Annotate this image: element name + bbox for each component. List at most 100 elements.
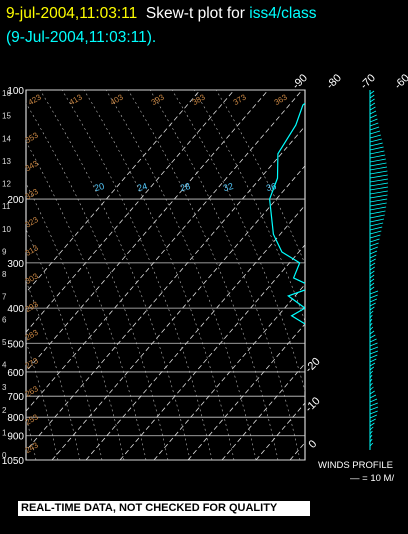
wind-barb <box>369 138 382 143</box>
wind-barb <box>369 126 380 131</box>
potential-temperature-label: 363 <box>273 92 290 107</box>
wind-barb <box>369 162 387 167</box>
dry-adiabat-line <box>39 90 191 460</box>
height-tick-label: 3 <box>2 383 7 392</box>
height-tick-label: 15 <box>2 112 11 121</box>
mixing-ratio-label: 32 <box>222 181 234 193</box>
temperature-tick-top: -70 <box>358 72 378 92</box>
wind-barb <box>369 374 373 379</box>
wind-barb <box>369 278 375 283</box>
isotherm-line <box>26 90 303 412</box>
dry-adiabat-line <box>83 90 235 460</box>
wind-barb <box>369 442 374 447</box>
wind-barb <box>369 258 376 263</box>
wind-barb <box>369 110 377 115</box>
wind-barb <box>369 314 373 319</box>
wind-barb <box>369 190 388 195</box>
wind-barb <box>369 362 376 367</box>
winds-profile-label: WINDS PROFILE <box>318 460 393 471</box>
pressure-tick-label: 400 <box>7 304 24 315</box>
potential-temperature-label: 423 <box>27 92 44 107</box>
wind-barb <box>369 438 373 443</box>
wind-barb <box>369 90 375 95</box>
dry-adiabat-line <box>61 90 213 460</box>
wind-barb <box>369 166 388 171</box>
height-tick-label: 11 <box>2 202 11 211</box>
wind-barb <box>369 318 373 323</box>
wind-barb <box>369 422 375 427</box>
isotherm-line <box>153 283 305 460</box>
wind-barb <box>369 406 379 411</box>
wind-barb <box>369 286 375 291</box>
wind-barb <box>369 418 376 423</box>
wind-barb <box>369 122 379 127</box>
wind-barb <box>369 358 377 363</box>
height-tick-label: 8 <box>2 270 7 279</box>
wind-barb <box>369 382 373 387</box>
dry-adiabat-line <box>149 90 301 460</box>
wind-barb <box>369 270 375 275</box>
wind-barb <box>369 310 374 315</box>
wind-barb <box>369 206 387 211</box>
wind-barb <box>369 338 377 343</box>
wind-barb <box>369 346 379 351</box>
wind-barb <box>369 226 383 231</box>
wind-barb <box>369 158 386 163</box>
wind-barb <box>369 202 387 207</box>
wind-barb <box>369 242 379 247</box>
wind-barb <box>369 218 385 223</box>
height-tick-label: 2 <box>2 406 7 415</box>
wind-barb <box>369 234 381 239</box>
wind-barb <box>369 214 385 219</box>
wind-barb <box>369 146 384 151</box>
wind-barb <box>369 426 374 431</box>
isotherm-group <box>26 90 408 460</box>
wind-barb <box>369 238 380 243</box>
wind-barb <box>369 250 378 255</box>
wind-barb <box>369 142 383 147</box>
potential-temperature-label: 393 <box>150 92 167 107</box>
wind-barb <box>369 430 373 435</box>
potential-temperature-label: 413 <box>68 92 85 107</box>
wind-barb <box>369 266 375 271</box>
wind-barb <box>369 178 388 183</box>
wind-barb <box>369 334 376 339</box>
height-tick-label: 14 <box>2 134 11 143</box>
isotherm-line <box>26 90 235 333</box>
height-tick-label: 9 <box>2 247 7 256</box>
temperature-tick-right: 0 <box>306 438 319 451</box>
potential-temperature-label: 373 <box>232 92 249 107</box>
dry-adiabat-line <box>26 102 169 460</box>
height-tick-label: 16 <box>2 89 11 98</box>
wind-barb <box>369 182 389 187</box>
wind-barb <box>369 106 376 111</box>
height-tick-label: 0 <box>2 451 7 460</box>
wind-barb <box>369 198 388 203</box>
isotherm-line <box>51 165 305 460</box>
wind-barb <box>369 246 378 251</box>
winds-scale-label: — = 10 M/ <box>350 473 395 484</box>
temperature-tick-top: -90 <box>290 72 310 92</box>
wind-barb <box>369 390 375 395</box>
title-date: 9-jul-2004,11:03:11 <box>6 5 138 22</box>
wind-barb <box>369 282 375 287</box>
quality-notice-banner: REAL-TIME DATA, NOT CHECKED FOR QUALITY <box>18 501 310 516</box>
temperature-tick-right: -20 <box>303 356 323 376</box>
plot-frame <box>25 89 306 461</box>
wind-barb <box>369 102 376 107</box>
isotherm-line <box>221 362 305 460</box>
wind-barb <box>369 94 375 99</box>
wind-barb <box>369 290 379 295</box>
temperature-tick-top: -60 <box>392 72 408 92</box>
pressure-tick-label: 900 <box>7 432 24 443</box>
wind-barb <box>369 254 377 259</box>
wind-barb <box>369 154 386 159</box>
isotherm-line <box>358 90 408 460</box>
height-tick-label: 10 <box>2 225 11 234</box>
dewpoint-line <box>268 102 305 325</box>
isotherm-line <box>119 244 305 460</box>
wind-barb <box>369 222 384 227</box>
wind-barb <box>369 170 388 175</box>
pressure-tick-label: 800 <box>7 413 24 424</box>
wind-barb <box>369 98 375 103</box>
